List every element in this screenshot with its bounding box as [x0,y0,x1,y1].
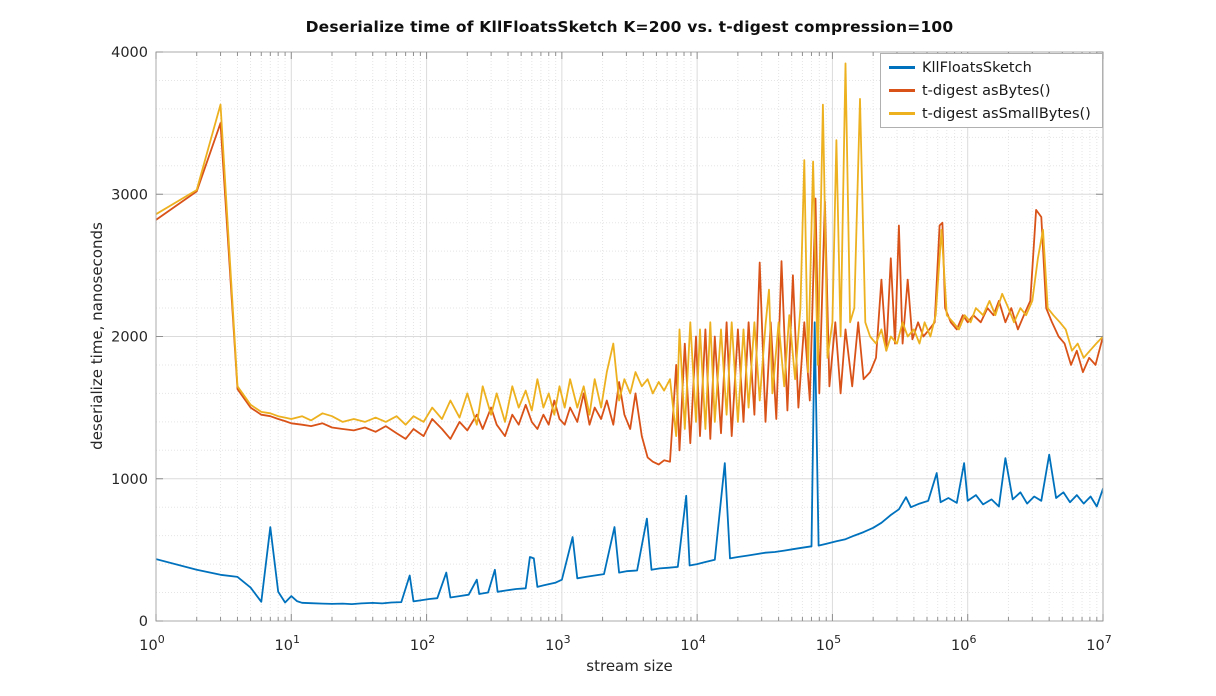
y-tick-label: 3000 [111,187,148,203]
legend-item-tdigest-asbytes: t-digest asBytes() [881,79,1102,102]
y-tick-label: 0 [139,614,148,630]
y-tick-label: 1000 [111,472,148,488]
legend-line-sample [889,89,915,92]
series-line-2 [156,62,1103,438]
x-tick-label: 103 [545,633,570,654]
x-tick-label: 100 [139,633,164,654]
x-tick-label: 107 [1086,633,1111,654]
x-axis-label: stream size [586,657,673,675]
legend-item-kllfloatssketch: KllFloatsSketch [881,56,1102,79]
x-tick-label: 106 [951,633,976,654]
y-axis-label: deserialize time, nanoseconds [88,222,106,450]
x-tick-label: 102 [410,633,435,654]
legend: KllFloatsSketch t-digest asBytes() t-dig… [880,53,1103,128]
y-tick-label: 2000 [111,330,148,346]
y-tick-label: 4000 [111,45,148,61]
legend-line-sample [889,66,915,69]
legend-line-sample [889,112,915,115]
legend-label: KllFloatsSketch [922,59,1032,76]
x-tick-label: 104 [680,633,705,654]
series-line-1 [156,122,1103,466]
x-tick-label: 105 [816,633,841,654]
legend-label: t-digest asBytes() [922,82,1051,99]
x-tick-label: 101 [275,633,300,654]
series-line-0 [156,321,1103,605]
legend-label: t-digest asSmallBytes() [922,105,1091,122]
legend-item-tdigest-assmallbytes: t-digest asSmallBytes() [881,102,1102,125]
chart-title: Deserialize time of KllFloatsSketch K=20… [305,18,954,36]
